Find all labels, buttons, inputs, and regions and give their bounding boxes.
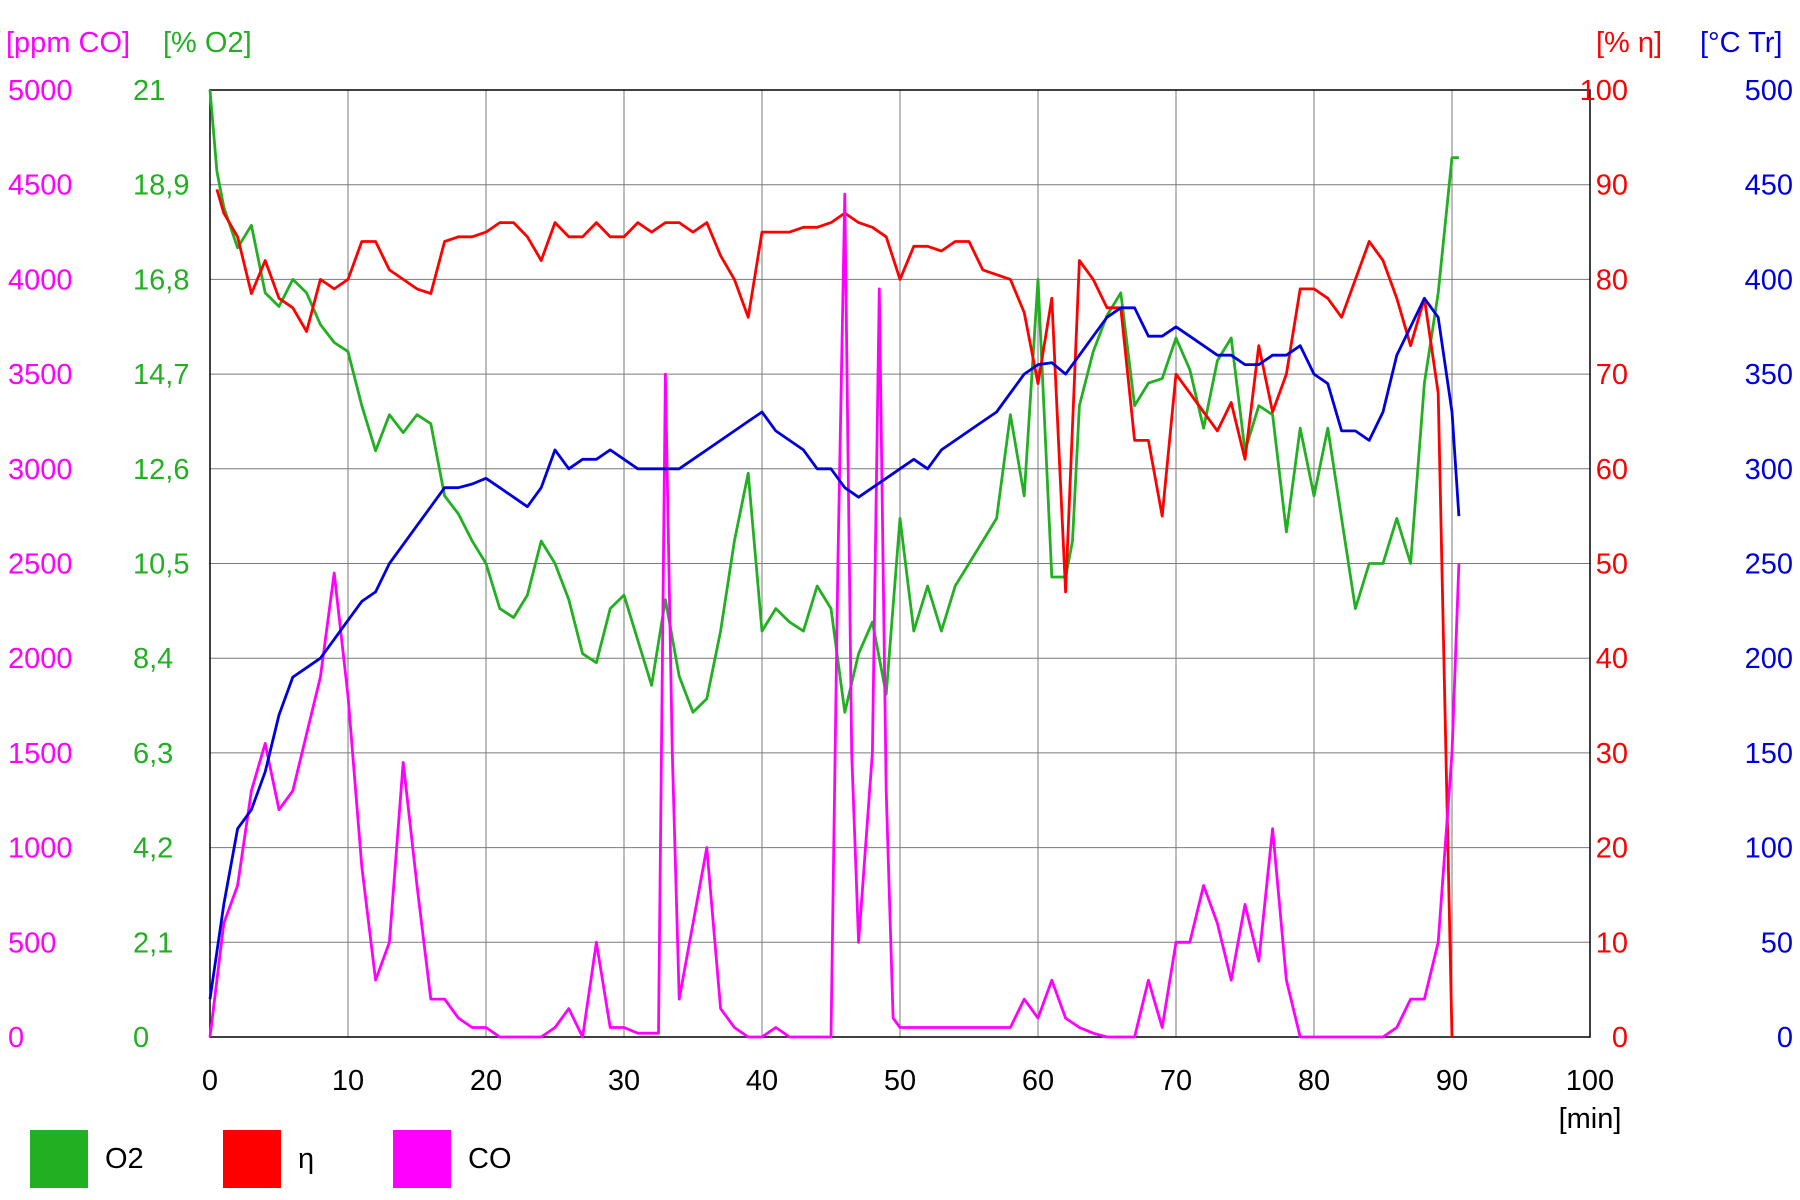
x-axis-label: [min] <box>1559 1103 1622 1135</box>
x-tick-label: 40 <box>746 1065 778 1097</box>
series-line-o2 <box>208 89 1459 714</box>
x-tick-label: 30 <box>608 1065 640 1097</box>
co-tick-label: 2500 <box>8 549 73 581</box>
x-tick-label: 90 <box>1436 1065 1468 1097</box>
legend-label-1: η <box>298 1143 314 1175</box>
tr-tick-label: 100 <box>1745 833 1793 865</box>
series-line-co <box>208 192 1461 1039</box>
eta-tick-label: 100 <box>1580 75 1628 107</box>
co-tick-label: 3000 <box>8 454 73 486</box>
x-tick-label: 70 <box>1160 1065 1192 1097</box>
o2-tick-label: 4,2 <box>133 833 173 865</box>
tr-tick-label: 50 <box>1761 927 1793 959</box>
eta-tick-label: 10 <box>1596 927 1628 959</box>
tr-tick-label: 450 <box>1745 170 1793 202</box>
o2-tick-label: 0 <box>133 1022 149 1054</box>
axis-labels: [ppm CO] [% O2] [% η] [°C Tr] [min] <box>6 27 1782 1135</box>
eta-tick-label: 50 <box>1596 549 1628 581</box>
legend-label-0: O2 <box>105 1143 144 1175</box>
x-tick-label: 100 <box>1566 1065 1614 1097</box>
x-tick-label: 60 <box>1022 1065 1054 1097</box>
co-tick-label: 4500 <box>8 170 73 202</box>
tr-tick-label: 500 <box>1745 75 1793 107</box>
co-tick-label: 3500 <box>8 359 73 391</box>
eta-tick-label: 90 <box>1596 170 1628 202</box>
eta-axis-label: [% η] <box>1596 27 1662 59</box>
tr-tick-label: 200 <box>1745 643 1793 675</box>
legend: O2 η CO <box>30 1130 512 1188</box>
legend-label-2: CO <box>468 1143 512 1175</box>
eta-tick-label: 30 <box>1596 738 1628 770</box>
legend-swatch-1 <box>223 1130 281 1188</box>
o2-tick-label: 14,7 <box>133 359 189 391</box>
o2-tick-label: 10,5 <box>133 549 189 581</box>
series-layer <box>208 89 1461 1039</box>
o2-tick-label: 21 <box>133 75 165 107</box>
x-tick-label: 50 <box>884 1065 916 1097</box>
co-tick-label: 5000 <box>8 75 73 107</box>
tick-labels: 0 10 20 30 40 50 60 70 80 90 100050010001500200025… <box>8 75 1793 1097</box>
legend-swatch-2 <box>393 1130 451 1188</box>
series-line-tr <box>208 296 1461 1000</box>
o2-tick-label: 18,9 <box>133 170 189 202</box>
legend-swatch-0 <box>30 1130 88 1188</box>
series-line-eta <box>215 189 1454 1038</box>
o2-tick-label: 6,3 <box>133 738 173 770</box>
co-tick-label: 2000 <box>8 643 73 675</box>
eta-tick-label: 80 <box>1596 264 1628 296</box>
o2-axis-label: [% O2] <box>163 27 252 59</box>
eta-tick-label: 0 <box>1612 1022 1628 1054</box>
x-tick-label: 20 <box>470 1065 502 1097</box>
o2-tick-label: 8,4 <box>133 643 173 675</box>
tr-tick-label: 350 <box>1745 359 1793 391</box>
tr-tick-label: 0 <box>1777 1022 1793 1054</box>
eta-tick-label: 60 <box>1596 454 1628 486</box>
tr-tick-label: 400 <box>1745 264 1793 296</box>
eta-tick-label: 20 <box>1596 833 1628 865</box>
co-tick-label: 0 <box>8 1022 24 1054</box>
co-tick-label: 4000 <box>8 264 73 296</box>
co-tick-label: 1000 <box>8 833 73 865</box>
o2-tick-label: 12,6 <box>133 454 189 486</box>
x-tick-label: 0 <box>202 1065 218 1097</box>
o2-tick-label: 16,8 <box>133 264 189 296</box>
eta-tick-label: 70 <box>1596 359 1628 391</box>
o2-tick-label: 2,1 <box>133 927 173 959</box>
tr-tick-label: 150 <box>1745 738 1793 770</box>
tr-tick-label: 250 <box>1745 549 1793 581</box>
x-tick-label: 10 <box>332 1065 364 1097</box>
tr-axis-label: [°C Tr] <box>1700 27 1782 59</box>
x-tick-label: 80 <box>1298 1065 1330 1097</box>
co-axis-label: [ppm CO] <box>6 27 130 59</box>
eta-tick-label: 40 <box>1596 643 1628 675</box>
co-tick-label: 500 <box>8 927 56 959</box>
plot-frame <box>209 89 1591 1038</box>
tr-tick-label: 300 <box>1745 454 1793 486</box>
co-tick-label: 1500 <box>8 738 73 770</box>
